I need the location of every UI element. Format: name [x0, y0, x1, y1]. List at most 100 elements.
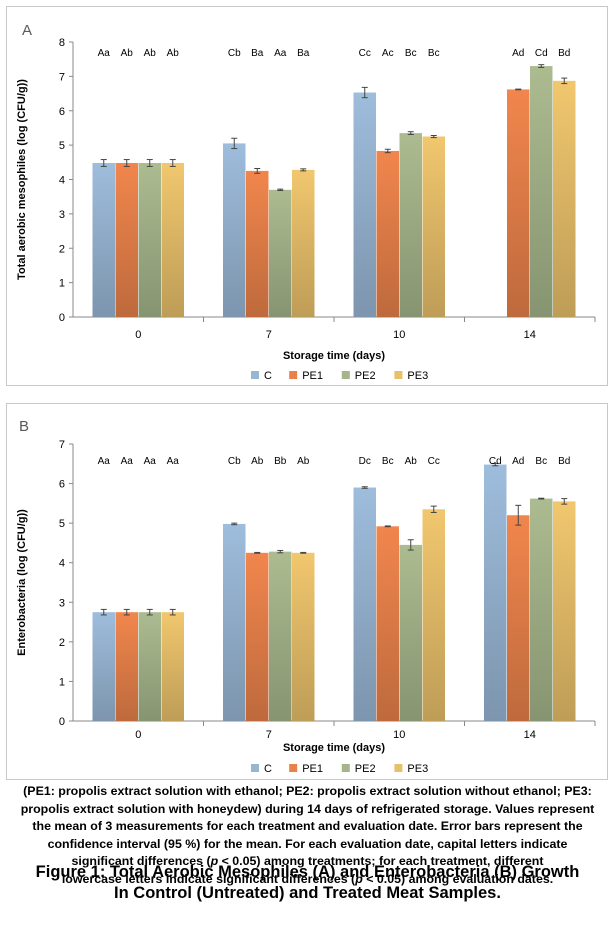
bar-c-day-0 [92, 612, 115, 721]
bar-c-day-10 [353, 92, 376, 317]
bar-c-day-7 [223, 523, 246, 721]
significance-letter: Aa [167, 456, 180, 467]
significance-letter: Aa [98, 456, 111, 467]
figure-title-line: Figure 1: Total Aerobic Mesophiles (A) a… [35, 863, 580, 881]
bar-c-day-0 [92, 163, 115, 317]
bar-pe2-day-0 [138, 612, 161, 721]
x-tick-label: 14 [524, 729, 536, 741]
bar-pe3-day-14 [553, 501, 576, 721]
significance-letter: Ac [382, 48, 394, 59]
x-tick-label: 0 [135, 729, 141, 741]
y-tick-label: 1 [59, 676, 65, 688]
significance-letter: Ba [297, 48, 310, 59]
bar-pe3-day-10 [422, 509, 445, 721]
caption-line: confidence interval (95 %) for the mean.… [47, 836, 568, 851]
bar-pe1-day-7 [246, 552, 269, 721]
y-tick-label: 7 [59, 439, 65, 451]
legend-swatch [341, 764, 350, 772]
significance-letter: Bc [428, 48, 440, 59]
bar-pe1-day-10 [376, 150, 399, 317]
significance-letter: Bb [274, 456, 287, 467]
y-tick-label: 6 [59, 106, 65, 118]
bar-pe3-day-0 [161, 612, 184, 721]
x-axis-title: Storage time (days) [283, 350, 385, 362]
legend-label: C [264, 763, 272, 775]
y-tick-label: 4 [59, 175, 65, 187]
x-tick-label: 10 [393, 729, 405, 741]
y-axis-title: Enterobacteria (log (CFU/g)) [16, 509, 28, 656]
legend-swatch [394, 371, 403, 379]
bar-pe3-day-7 [292, 169, 315, 317]
x-tick-label: 0 [135, 329, 141, 341]
caption-text: < 0.05) among evaluation dates. [362, 871, 554, 886]
y-tick-label: 8 [59, 37, 65, 49]
caption-line: the mean of 3 measurements for each trea… [32, 819, 583, 833]
legend-label: PE2 [355, 763, 376, 775]
bar-pe2-day-7 [269, 551, 292, 721]
legend-label: PE1 [302, 370, 323, 382]
legend-swatch [251, 764, 259, 772]
y-tick-label: 5 [59, 140, 65, 152]
caption-line: significant differences (p < 0.05) among… [8, 853, 607, 871]
bar-c-day-14 [484, 464, 507, 721]
chart-panel-b: B 0 1 2 3 4 5 6 7 Enterobacteria (log (CFU/g)) 0 Aa… [6, 403, 608, 780]
bar-pe2-day-10 [399, 133, 422, 317]
chart-panel-a: A 0 1 2 3 4 5 6 7 8 Total aerobic mesophiles (log … [6, 6, 608, 386]
caption-p-symbol: p [355, 871, 363, 886]
significance-letter: Ab [121, 48, 134, 59]
legend-label: PE3 [407, 370, 428, 382]
legend-swatch [289, 371, 298, 379]
significance-letter: Bd [558, 456, 570, 467]
caption-line: propolis extract solution with honeydew)… [20, 801, 595, 816]
significance-letter: Aa [121, 456, 134, 467]
significance-letter: Aa [274, 48, 287, 59]
significance-letter: Ab [251, 456, 264, 467]
x-tick-label: 7 [266, 329, 272, 341]
significance-letter: Ab [144, 48, 157, 59]
panel-label: B [19, 418, 29, 435]
bar-pe2-day-10 [399, 544, 422, 721]
legend-swatch [251, 371, 259, 379]
y-tick-label: 0 [59, 716, 65, 728]
bar-pe2-day-0 [138, 163, 161, 317]
significance-letter: Cd [489, 456, 502, 467]
y-tick-label: 7 [59, 71, 65, 83]
figure-title-line: In Control (Untreated) and Treated Meat … [114, 884, 501, 902]
significance-letter: Cc [428, 456, 440, 467]
bar-pe2-day-14 [530, 498, 553, 721]
y-tick-label: 2 [59, 243, 65, 255]
bar-pe2-day-7 [269, 189, 292, 317]
x-tick-label: 7 [266, 729, 272, 741]
caption-text: lowercase letters indicate significant d… [61, 871, 356, 886]
bar-pe3-day-7 [292, 552, 315, 721]
bar-pe3-day-10 [422, 136, 445, 317]
y-tick-label: 0 [59, 312, 65, 324]
significance-letter: Bc [535, 456, 547, 467]
legend-swatch [341, 371, 350, 379]
y-axis-title: Total aerobic mesophiles (log (CFU/g)) [16, 79, 28, 280]
bar-pe1-day-14 [507, 89, 530, 317]
significance-letter: Cd [535, 48, 548, 59]
significance-letter: Ab [297, 456, 310, 467]
legend-label: PE1 [302, 763, 323, 775]
figure-title: Figure 1: Total Aerobic Mesophiles (A) a… [8, 862, 607, 904]
panel-label: A [22, 22, 32, 39]
caption-text: < 0.05) among treatments; for each treat… [218, 854, 544, 868]
significance-letter: Ab [405, 456, 418, 467]
bar-pe2-day-14 [530, 66, 553, 317]
bar-c-day-7 [223, 143, 246, 317]
bar-pe1-day-10 [376, 526, 399, 721]
significance-letter: Cb [228, 48, 241, 59]
x-tick-label: 14 [524, 329, 536, 341]
legend-swatch [289, 764, 298, 772]
bar-pe1-day-0 [115, 163, 138, 317]
bar-pe1-day-14 [507, 515, 530, 721]
chart-a-svg: A 0 1 2 3 4 5 6 7 8 Total aerobic mesophiles (log … [16, 22, 596, 382]
significance-letter: Dc [359, 456, 371, 467]
x-tick-label: 10 [393, 329, 405, 341]
significance-letter: Cc [359, 48, 371, 59]
bar-pe3-day-14 [553, 80, 576, 317]
significance-letter: Cb [228, 456, 241, 467]
bar-pe1-day-7 [246, 170, 269, 317]
x-axis-title: Storage time (days) [283, 742, 385, 754]
